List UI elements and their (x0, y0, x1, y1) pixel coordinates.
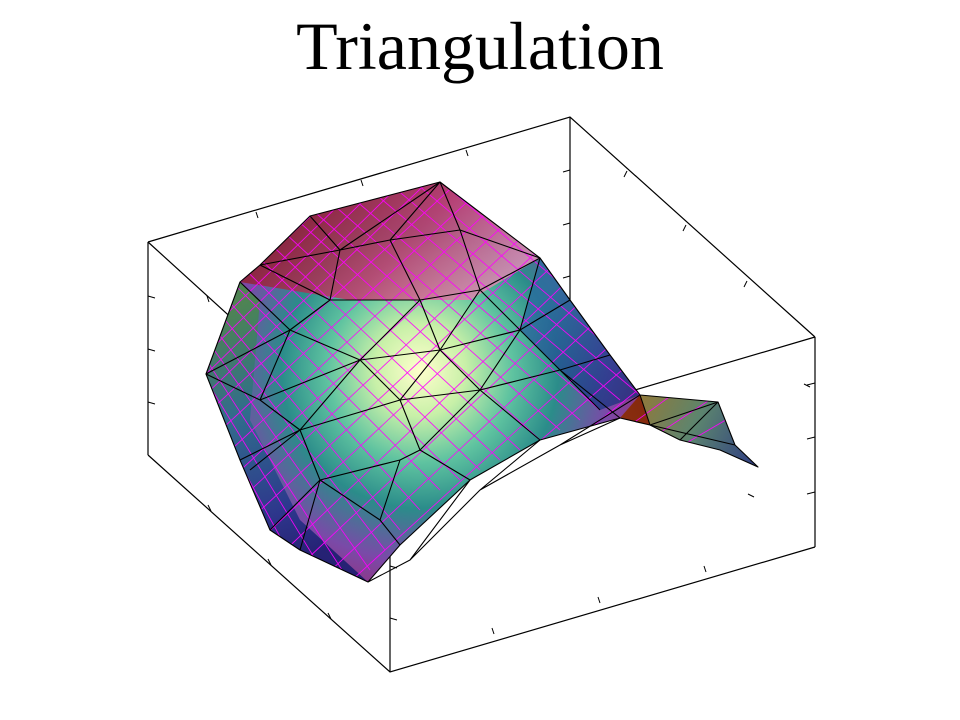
triangulated-surface (205, 181, 759, 583)
axis-ticks (147, 149, 816, 635)
surface-right-shading (520, 258, 640, 410)
edges-ridge-and-tail (249, 394, 736, 583)
surface-tail (640, 395, 758, 467)
triangulation-edges (205, 181, 759, 583)
tick-marks (147, 149, 816, 635)
box-bottom-edge (147, 454, 816, 673)
chart-title: Triangulation (296, 8, 664, 84)
surface-left-shading (206, 282, 368, 582)
